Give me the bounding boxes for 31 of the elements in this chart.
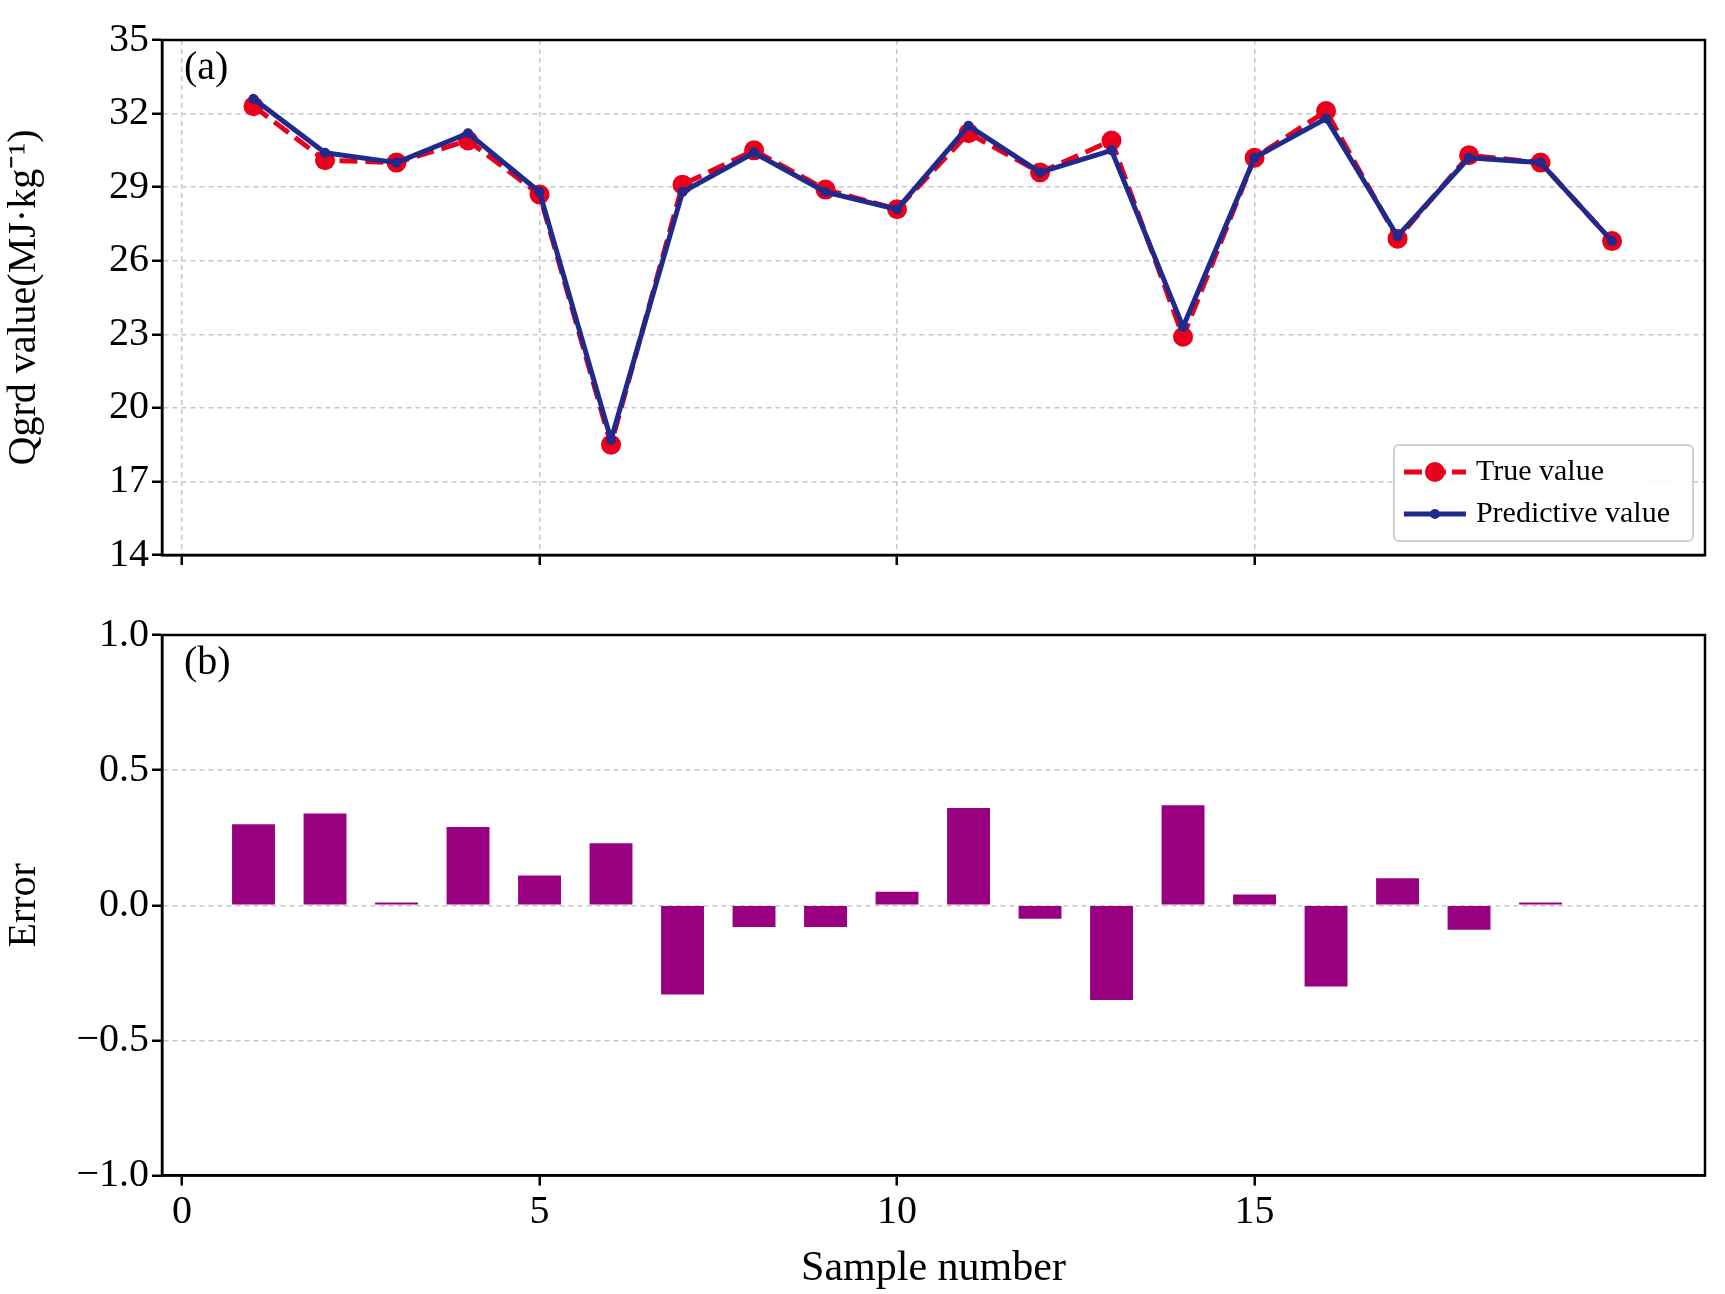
y-tick-label: 32 bbox=[109, 88, 149, 134]
x-tick-label: 0 bbox=[172, 1187, 193, 1233]
annotation: (a) bbox=[184, 42, 229, 88]
y-axis-title: Error bbox=[0, 863, 44, 948]
y-tick-label: 26 bbox=[109, 235, 149, 281]
point bbox=[1106, 145, 1117, 156]
y-tick-label: 20 bbox=[109, 382, 149, 428]
x-tick-label: 5 bbox=[529, 1187, 550, 1233]
x-tick-label: 10 bbox=[877, 1187, 918, 1233]
point bbox=[963, 120, 974, 131]
point bbox=[677, 187, 688, 198]
annotation: (b) bbox=[184, 637, 231, 683]
y-tick-label: 0.5 bbox=[99, 744, 149, 790]
legend-label: True value bbox=[1475, 452, 1604, 486]
y-axis-title: Qgrd value(MJ·kg⁻¹) bbox=[0, 129, 44, 466]
point bbox=[320, 147, 331, 158]
point bbox=[248, 93, 259, 104]
y-tick-label: 0.0 bbox=[99, 879, 149, 925]
point bbox=[463, 128, 474, 139]
y-tick-label: 17 bbox=[109, 455, 149, 501]
y-tick-label: 29 bbox=[109, 161, 149, 207]
legend-label: Predictive value bbox=[1475, 494, 1670, 528]
y-tick-label: 14 bbox=[109, 529, 149, 575]
y-tick-label: −0.5 bbox=[76, 1014, 149, 1060]
y-tick-label: −1.0 bbox=[76, 1150, 149, 1196]
y-tick-label: 1.0 bbox=[99, 609, 149, 655]
y-tick-label: 35 bbox=[109, 14, 149, 60]
point bbox=[1321, 113, 1332, 124]
x-tick-label: 15 bbox=[1234, 1187, 1275, 1233]
y-tick-label: 23 bbox=[109, 308, 149, 354]
x-axis-title: Sample number bbox=[801, 1242, 1066, 1289]
